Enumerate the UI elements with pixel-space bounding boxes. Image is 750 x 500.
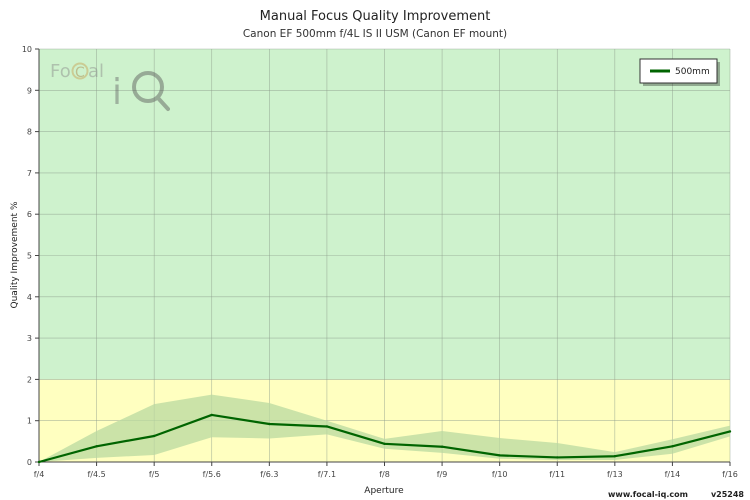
focal-iq-watermark: Fo C al i [50, 61, 170, 113]
x-tick-label: f/16 [722, 470, 738, 479]
data-point [728, 430, 732, 433]
y-tick-label: 4 [27, 293, 32, 302]
watermark-text-1: Fo [50, 61, 71, 82]
footer-version: v25248 [711, 490, 744, 499]
data-point [440, 445, 444, 448]
x-tick-label: f/13 [607, 470, 623, 479]
x-tick-label: f/11 [549, 470, 565, 479]
y-axis-label: Quality Improvement % [10, 201, 20, 308]
x-tick-label: f/7.1 [318, 470, 336, 479]
x-tick-label: f/14 [665, 470, 681, 479]
y-tick-label: 7 [27, 169, 32, 178]
y-tick-label: 3 [27, 334, 32, 343]
series-lines [37, 413, 732, 464]
y-tick-label: 10 [22, 45, 32, 54]
x-axis-label: Aperture [364, 486, 404, 496]
x-tick-label: f/8 [379, 470, 390, 479]
watermark-letter-c: C [75, 65, 85, 81]
axes: 0 1 2 3 4 5 6 7 8 9 10 f/4 f/4.5 f/5 f/5.6 f/6.3 f/7.1 f/… [22, 45, 738, 479]
series-range-band [39, 394, 730, 462]
y-tick-label: 5 [27, 252, 32, 261]
x-tick-label: f/10 [492, 470, 508, 479]
y-tick-label: 0 [27, 458, 32, 467]
x-tick-label: f/5.6 [203, 470, 221, 479]
series-range-area-0 [39, 394, 730, 462]
data-point [268, 422, 271, 426]
legend-label: 500mm [675, 67, 710, 77]
data-point [325, 425, 329, 428]
watermark-letter-i: i [112, 72, 122, 113]
data-point [613, 455, 617, 458]
data-point [671, 445, 674, 448]
watermark-c-ring [71, 62, 89, 80]
y-tick-label: 8 [27, 128, 32, 137]
chart-title: Manual Focus Quality Improvement [260, 9, 491, 24]
magnifier-handle [156, 96, 170, 111]
data-point [210, 413, 213, 417]
x-tick-label: f/5 [149, 470, 160, 479]
data-point [498, 454, 501, 457]
y-tick-label: 9 [27, 86, 32, 95]
data-point [383, 442, 386, 446]
y-tick-label: 2 [27, 375, 32, 384]
chart-subtitle: Canon EF 500mm f/4L IS II USM (Canon EF … [243, 28, 507, 40]
x-tick-label: f/6.3 [260, 470, 278, 479]
x-tick-label: f/4.5 [87, 470, 105, 479]
footer-url: www.focal-iq.com [608, 490, 688, 499]
watermark-text-2: al [88, 61, 104, 82]
data-point [556, 456, 559, 459]
data-point [95, 445, 98, 448]
legend: 500mm [639, 58, 720, 86]
y-tick-label: 6 [27, 210, 32, 219]
magnifier-icon [132, 71, 164, 103]
data-point [152, 434, 156, 438]
y-tick-label: 1 [27, 417, 32, 426]
data-point [37, 460, 41, 464]
x-tick-label: f/4 [34, 470, 45, 479]
x-tick-label: f/9 [437, 470, 448, 479]
